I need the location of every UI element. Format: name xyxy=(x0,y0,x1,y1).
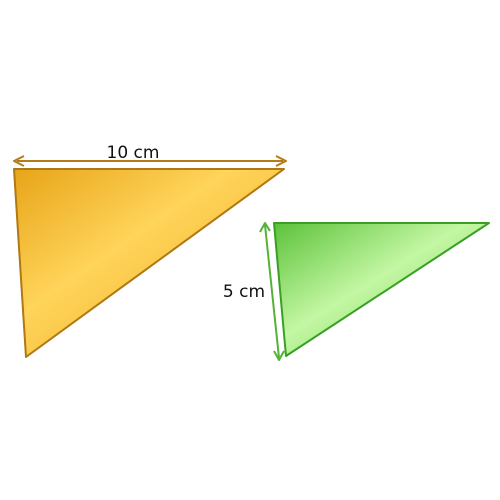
orange-triangle-group: 10 cm xyxy=(13,143,287,358)
green-dimension-arrow xyxy=(259,222,285,361)
orange-dimension-arrow xyxy=(13,155,287,167)
green-triangle-group: 5 cm xyxy=(223,222,490,361)
green-side-label: 5 cm xyxy=(223,282,265,302)
green-triangle xyxy=(273,222,490,357)
orange-triangle xyxy=(13,168,285,358)
orange-side-label: 10 cm xyxy=(107,143,160,163)
